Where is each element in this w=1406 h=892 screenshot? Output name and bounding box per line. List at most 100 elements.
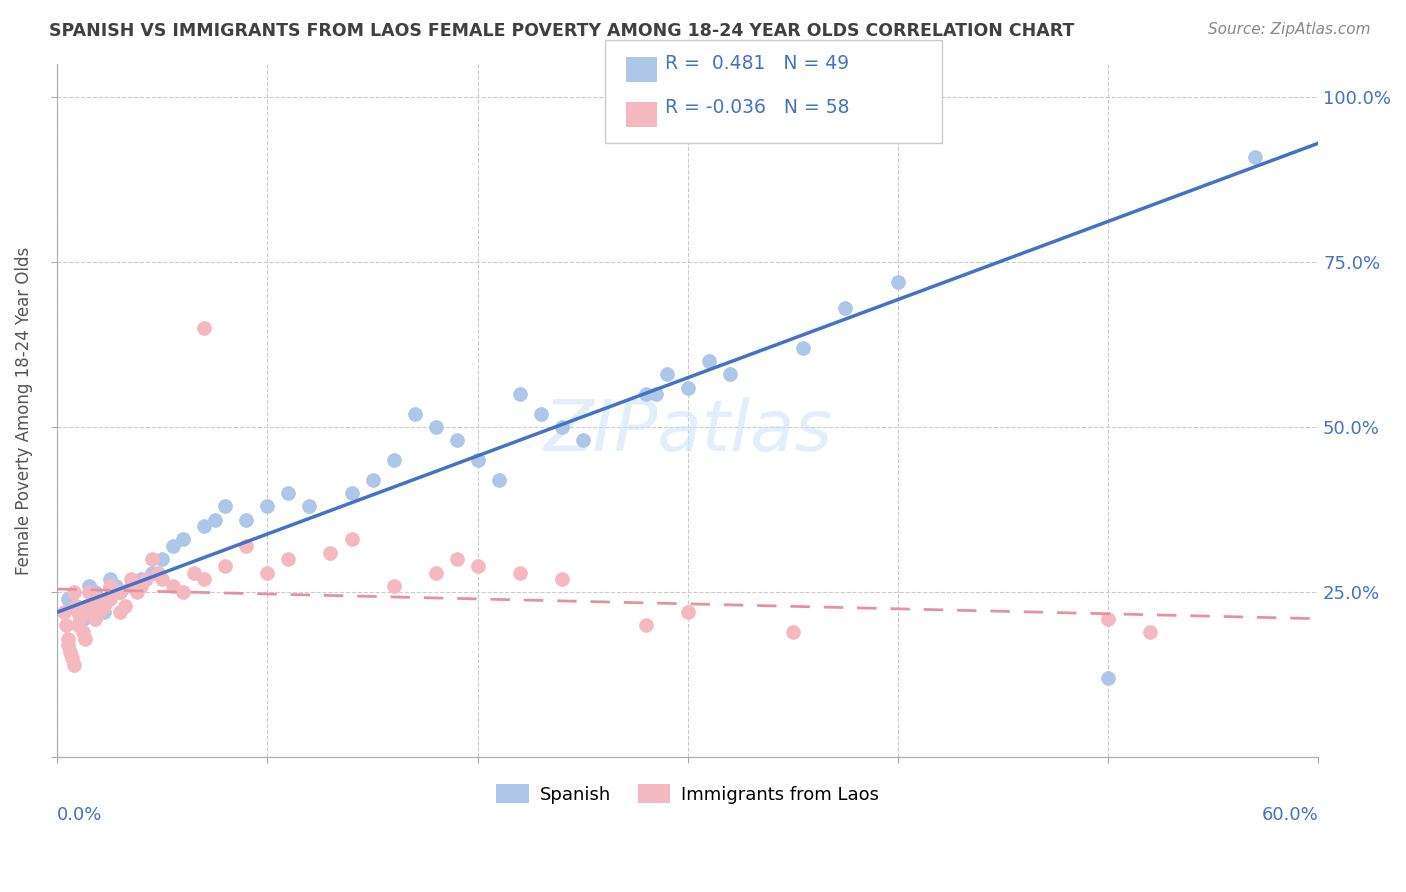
Point bbox=[361, 473, 384, 487]
Text: R =  0.481   N = 49: R = 0.481 N = 49 bbox=[665, 54, 849, 72]
Point bbox=[65, 599, 87, 613]
Point bbox=[1097, 612, 1119, 626]
Point bbox=[67, 605, 90, 619]
Point bbox=[172, 533, 194, 547]
Point bbox=[298, 500, 321, 514]
Point bbox=[761, 90, 783, 104]
Point bbox=[718, 368, 741, 382]
Point bbox=[425, 566, 447, 580]
Point bbox=[193, 519, 215, 533]
Point bbox=[89, 605, 111, 619]
Point bbox=[110, 585, 132, 599]
Point bbox=[63, 585, 86, 599]
Point bbox=[120, 579, 142, 593]
Point bbox=[73, 632, 96, 646]
Point bbox=[467, 453, 489, 467]
Point bbox=[72, 624, 94, 639]
Point bbox=[645, 387, 668, 401]
Point bbox=[319, 546, 342, 560]
Point bbox=[488, 473, 510, 487]
Text: ZIPatlas: ZIPatlas bbox=[543, 397, 832, 466]
Point bbox=[404, 407, 426, 421]
Point bbox=[98, 591, 121, 606]
Point bbox=[782, 624, 804, 639]
Point bbox=[141, 566, 163, 580]
Point bbox=[382, 579, 405, 593]
Point bbox=[59, 645, 82, 659]
Point bbox=[446, 434, 468, 448]
Point bbox=[655, 368, 678, 382]
Point bbox=[162, 539, 184, 553]
Text: Source: ZipAtlas.com: Source: ZipAtlas.com bbox=[1208, 22, 1371, 37]
Point bbox=[792, 341, 814, 355]
Point bbox=[77, 605, 100, 619]
Point bbox=[634, 618, 657, 632]
Point bbox=[256, 500, 278, 514]
Point bbox=[56, 638, 79, 652]
Point bbox=[77, 579, 100, 593]
Point bbox=[135, 572, 157, 586]
Point bbox=[60, 651, 83, 665]
Point bbox=[56, 632, 79, 646]
Point bbox=[150, 572, 173, 586]
Point bbox=[93, 599, 115, 613]
Point bbox=[277, 552, 299, 566]
Point bbox=[676, 381, 699, 395]
Point bbox=[141, 552, 163, 566]
Point bbox=[146, 566, 169, 580]
Point bbox=[131, 572, 153, 586]
Point bbox=[277, 486, 299, 500]
Point bbox=[214, 558, 236, 573]
Point bbox=[676, 605, 699, 619]
Point bbox=[63, 599, 86, 613]
Point bbox=[127, 585, 149, 599]
Point bbox=[834, 301, 856, 316]
Point bbox=[550, 572, 572, 586]
Point bbox=[1139, 624, 1161, 639]
Point bbox=[55, 618, 77, 632]
Point bbox=[172, 585, 194, 599]
Point bbox=[131, 579, 153, 593]
Point bbox=[77, 585, 100, 599]
Point bbox=[571, 434, 593, 448]
Point bbox=[467, 558, 489, 573]
Point bbox=[749, 90, 772, 104]
Point bbox=[84, 612, 107, 626]
Point bbox=[67, 605, 90, 619]
Point bbox=[446, 552, 468, 566]
Point bbox=[120, 579, 142, 593]
Point bbox=[509, 566, 531, 580]
Point bbox=[162, 579, 184, 593]
Point bbox=[150, 552, 173, 566]
Point bbox=[56, 591, 79, 606]
Point bbox=[1244, 149, 1267, 163]
Point bbox=[235, 539, 257, 553]
Point bbox=[67, 618, 90, 632]
Point bbox=[530, 407, 553, 421]
Point bbox=[63, 657, 86, 672]
Text: SPANISH VS IMMIGRANTS FROM LAOS FEMALE POVERTY AMONG 18-24 YEAR OLDS CORRELATION: SPANISH VS IMMIGRANTS FROM LAOS FEMALE P… bbox=[49, 22, 1074, 40]
Point bbox=[93, 605, 115, 619]
Point bbox=[340, 486, 363, 500]
Point bbox=[214, 500, 236, 514]
Point bbox=[105, 585, 128, 599]
Point bbox=[425, 420, 447, 434]
Point bbox=[84, 585, 107, 599]
Point bbox=[98, 572, 121, 586]
Point bbox=[183, 566, 205, 580]
Text: R = -0.036   N = 58: R = -0.036 N = 58 bbox=[665, 98, 849, 117]
Point bbox=[89, 591, 111, 606]
Point bbox=[105, 579, 128, 593]
Point bbox=[69, 612, 91, 626]
Point bbox=[550, 420, 572, 434]
Point bbox=[80, 599, 103, 613]
Point bbox=[98, 579, 121, 593]
Point bbox=[634, 387, 657, 401]
Point bbox=[204, 513, 226, 527]
Point bbox=[382, 453, 405, 467]
Legend: Spanish, Immigrants from Laos: Spanish, Immigrants from Laos bbox=[489, 777, 886, 811]
Point bbox=[72, 612, 94, 626]
Point bbox=[120, 572, 142, 586]
Point bbox=[1097, 671, 1119, 685]
Y-axis label: Female Poverty Among 18-24 Year Olds: Female Poverty Among 18-24 Year Olds bbox=[15, 246, 32, 574]
